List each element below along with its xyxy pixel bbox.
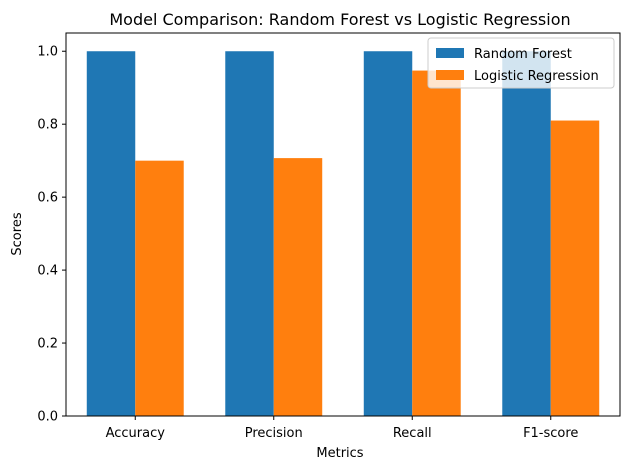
legend-label-logistic-regression: Logistic Regression: [474, 69, 599, 84]
x-tick-label-f1-score: F1-score: [523, 426, 578, 441]
chart-title: Model Comparison: Random Forest vs Logis…: [109, 10, 570, 29]
bar-logistic-regression-accuracy: [135, 160, 184, 416]
bar-logistic-regression-f1-score: [550, 120, 600, 417]
y-tick-label: 0.8: [37, 118, 58, 133]
bar-random-forest-accuracy: [86, 51, 136, 416]
legend-swatch-random-forest: [436, 48, 464, 58]
x-axis-label: Metrics: [316, 446, 363, 461]
x-tick-label-recall: Recall: [393, 426, 432, 441]
bar-random-forest-precision: [225, 51, 274, 416]
legend-label-random-forest: Random Forest: [474, 47, 572, 62]
y-axis-label: Scores: [10, 212, 25, 255]
plot-frame: [65, 32, 621, 417]
axes-layer: 0.0 0.2 0.4 0.6 0.8 1.0 Accuracy Precision Recal…: [37, 32, 621, 441]
y-tick-label: 1.0: [37, 45, 58, 60]
bars-layer: [86, 51, 600, 417]
legend-swatch-logistic-regression: [436, 70, 464, 80]
y-tick-label: 0.4: [37, 264, 58, 279]
x-tick-label-accuracy: Accuracy: [106, 426, 166, 441]
bar-random-forest-recall: [363, 51, 413, 416]
legend: Random Forest Logistic Regression: [427, 37, 615, 89]
bar-logistic-regression-recall: [412, 70, 461, 417]
x-tick-label-precision: Precision: [245, 426, 303, 441]
legend-box: [427, 37, 615, 89]
bar-logistic-regression-precision: [273, 158, 323, 416]
y-tick-label: 0.0: [37, 410, 58, 425]
bar-random-forest-f1-score: [502, 51, 551, 416]
y-tick-label: 0.2: [37, 337, 58, 352]
y-tick-label: 0.6: [37, 191, 58, 206]
